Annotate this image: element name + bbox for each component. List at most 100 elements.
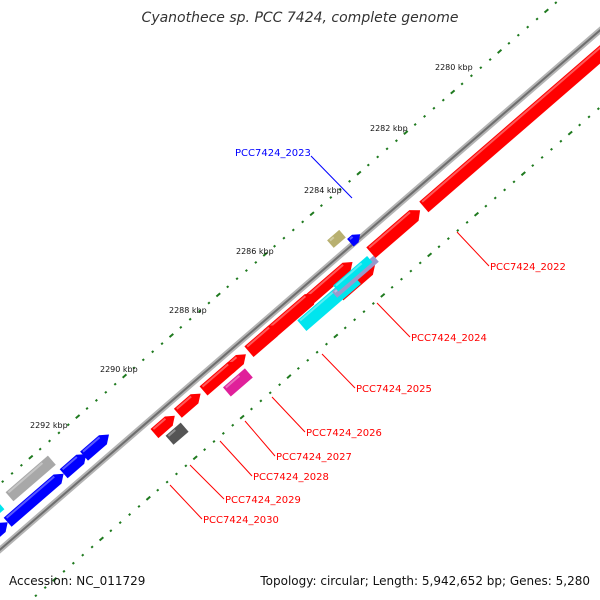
outer-tick-mark xyxy=(432,106,436,110)
gene-label-2024: PCC7424_2024 xyxy=(411,333,487,344)
inner-tick-mark xyxy=(596,107,600,111)
outer-tick-mark xyxy=(543,8,549,14)
outer-tick-mark xyxy=(376,155,380,159)
tick-label-2288: 2288 kbp xyxy=(169,306,207,315)
outer-tick-mark xyxy=(385,147,389,151)
gene-pcc7424-2030a xyxy=(150,415,175,439)
inner-tick-mark xyxy=(71,561,75,565)
inner-tick-mark xyxy=(512,180,516,184)
outer-tick-mark xyxy=(338,187,342,191)
gene-pcc7424-2023 xyxy=(347,234,361,247)
inner-tick-mark xyxy=(231,423,235,427)
outer-tick-mark xyxy=(235,277,239,281)
accession-text: Accession: NC_011729 xyxy=(9,574,146,588)
inner-tick-mark xyxy=(343,326,347,330)
outer-tick-mark xyxy=(497,49,503,54)
gene-label-2027: PCC7424_2027 xyxy=(276,452,352,463)
outer-tick-mark xyxy=(151,350,155,354)
gene-pcc7424-2029-magenta xyxy=(223,368,253,397)
gene-label-2023: PCC7424_2023 xyxy=(235,148,311,159)
inner-tick-mark xyxy=(52,577,58,582)
inner-tick-mark xyxy=(137,504,141,508)
inner-tick-mark xyxy=(43,586,47,590)
gene-pcc7424-2026-shine xyxy=(246,326,270,348)
outer-tick-mark xyxy=(1,480,5,484)
inner-tick-mark xyxy=(390,285,394,289)
inner-tick-mark xyxy=(324,342,328,346)
inner-tick-mark xyxy=(259,399,263,403)
outer-tick-mark xyxy=(141,358,145,362)
leader-2025 xyxy=(321,353,356,389)
outer-tick-mark xyxy=(104,390,108,394)
leader-2028 xyxy=(219,440,253,477)
outer-tick-mark xyxy=(262,251,268,257)
inner-tick-mark xyxy=(456,229,460,232)
inner-tick-mark xyxy=(34,594,38,598)
leader-2024 xyxy=(376,302,411,338)
inner-tick-mark xyxy=(333,333,339,339)
outer-tick-mark xyxy=(526,25,530,29)
outer-tick-track xyxy=(1,1,558,484)
gene-pcc7424-2023-olive-shine xyxy=(329,236,335,242)
outer-tick-mark xyxy=(535,17,539,21)
inner-tick-mark xyxy=(567,130,573,136)
inner-tick-mark xyxy=(306,358,310,362)
inner-tick-mark xyxy=(81,553,85,557)
outer-tick-mark xyxy=(10,471,14,475)
outer-tick-mark xyxy=(488,58,492,62)
gene-label-2022: PCC7424_2022 xyxy=(490,262,566,273)
inner-tick-mark xyxy=(192,455,198,461)
outer-tick-mark xyxy=(198,309,202,313)
outer-tick-mark xyxy=(301,220,305,224)
inner-tick-mark xyxy=(184,464,188,468)
outer-tick-mark xyxy=(215,292,221,298)
gene-gray-shine xyxy=(7,462,44,494)
outer-tick-mark xyxy=(273,244,277,248)
inner-tick-mark xyxy=(409,269,413,273)
inner-tick-mark xyxy=(418,261,422,265)
inner-tick-mark xyxy=(221,431,225,435)
inner-tick-mark xyxy=(587,115,591,119)
inner-tick-mark xyxy=(399,277,403,281)
gene-pcc7424-2027 xyxy=(199,361,238,396)
inner-tick-mark xyxy=(559,139,563,143)
gene-reverse-b-shine xyxy=(61,456,78,471)
gene-label-2025: PCC7424_2025 xyxy=(356,384,432,395)
inner-tick-mark xyxy=(446,237,450,241)
gene-reverse-d xyxy=(0,522,8,537)
inner-tick-mark xyxy=(473,211,480,217)
outer-tick-mark xyxy=(394,139,398,143)
inner-tick-mark xyxy=(118,521,122,525)
outer-tick-mark xyxy=(516,33,520,37)
outer-tick-mark xyxy=(348,179,352,183)
outer-tick-mark xyxy=(554,1,558,5)
gene-pcc7424-2024c xyxy=(333,256,373,292)
outer-tick-mark xyxy=(356,170,362,176)
gene-label-2028: PCC7424_2028 xyxy=(253,472,329,483)
inner-tick-mark xyxy=(531,164,535,168)
inner-tick-mark xyxy=(165,480,169,484)
inner-tick-mark xyxy=(550,147,553,151)
inner-tick-mark xyxy=(427,252,433,258)
genome-summary-text: Topology: circular; Length: 5,942,652 bp… xyxy=(260,574,590,588)
gene-pcc7424-2030a-shine xyxy=(152,417,167,430)
outer-tick-mark xyxy=(113,382,117,386)
outer-tick-mark xyxy=(460,82,464,86)
inner-tick-mark xyxy=(484,204,488,208)
inner-tick-mark xyxy=(239,414,245,420)
gene-pcc7424-2023-shine xyxy=(349,236,354,240)
outer-tick-mark xyxy=(319,204,323,208)
inner-tick-mark xyxy=(156,488,160,492)
tick-label-2286: 2286 kbp xyxy=(236,247,274,256)
outer-tick-mark xyxy=(48,439,52,443)
inner-tick-track xyxy=(34,107,600,598)
gene-pcc7424-2028a-shine xyxy=(176,395,192,410)
outer-tick-mark xyxy=(309,211,315,217)
inner-tick-mark xyxy=(362,310,366,314)
outer-tick-mark xyxy=(450,89,456,95)
gene-pcc7424-2024-shine xyxy=(307,264,344,296)
outer-tick-mark xyxy=(469,74,473,78)
gene-pcc7424-2023-olive xyxy=(327,229,346,248)
tick-label-2284: 2284 kbp xyxy=(304,186,342,195)
